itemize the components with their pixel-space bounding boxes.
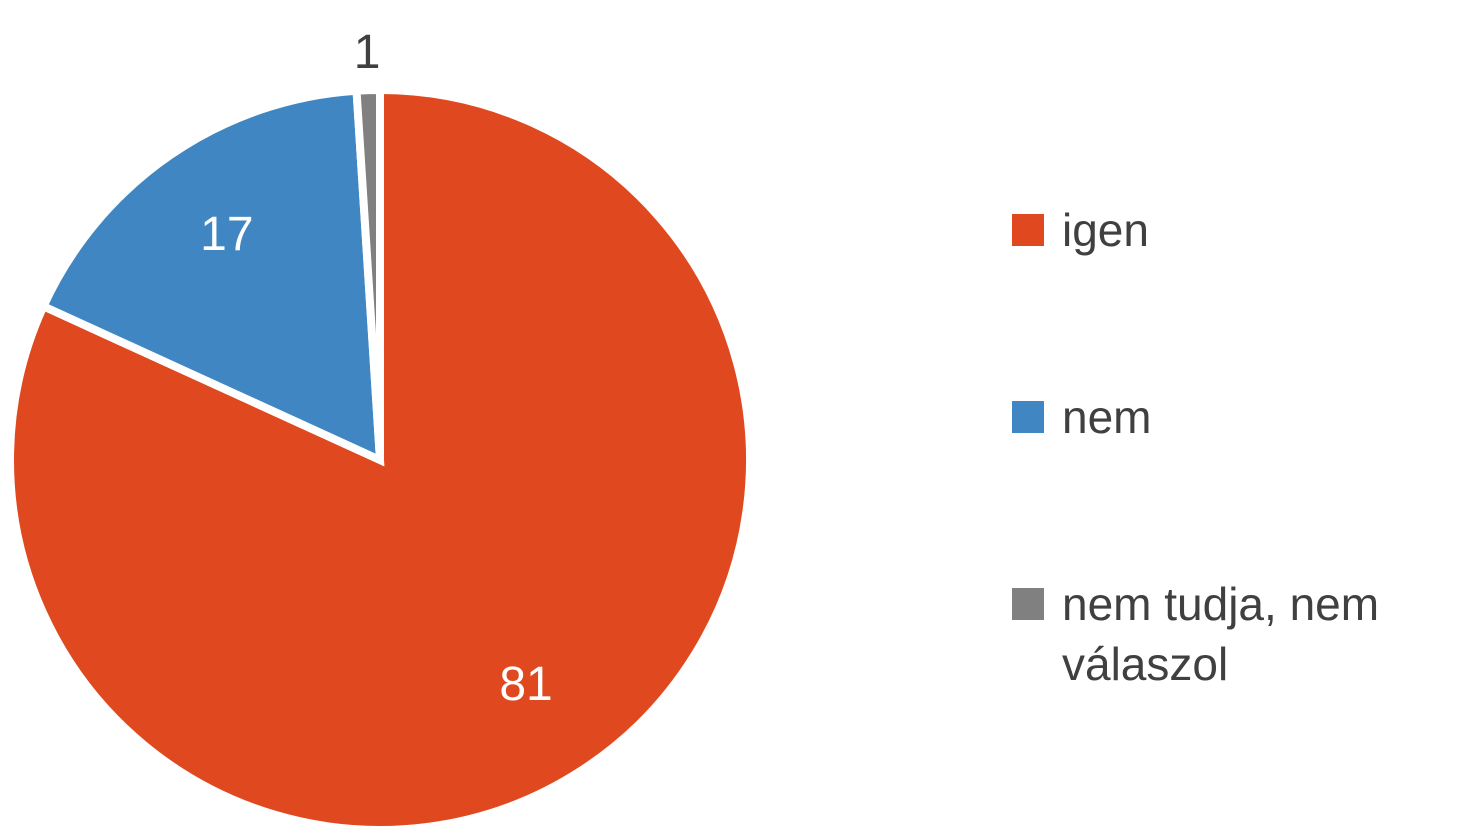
data-label: 81 [499,658,552,711]
pie-slice [352,85,384,461]
legend-label: nem tudja, nem válaszol [1062,578,1380,690]
legend-swatch [1012,588,1044,620]
data-label: 1 [354,26,381,79]
legend-item: igen [1012,200,1472,387]
legend-item: nem [1012,387,1472,574]
chart: 81 17 1 [6,25,754,828]
pie-slice [6,85,754,828]
pie-slice [38,86,385,467]
legend-label: nem [1062,391,1152,443]
legend-swatch [1012,214,1044,246]
legend-item: nem tudja, nem válaszol [1012,574,1472,761]
legend-swatch [1012,401,1044,433]
legend: igen nem nem tudja, nem válaszol [1012,200,1472,761]
data-label: 17 [200,208,253,261]
legend-label: igen [1062,204,1149,256]
